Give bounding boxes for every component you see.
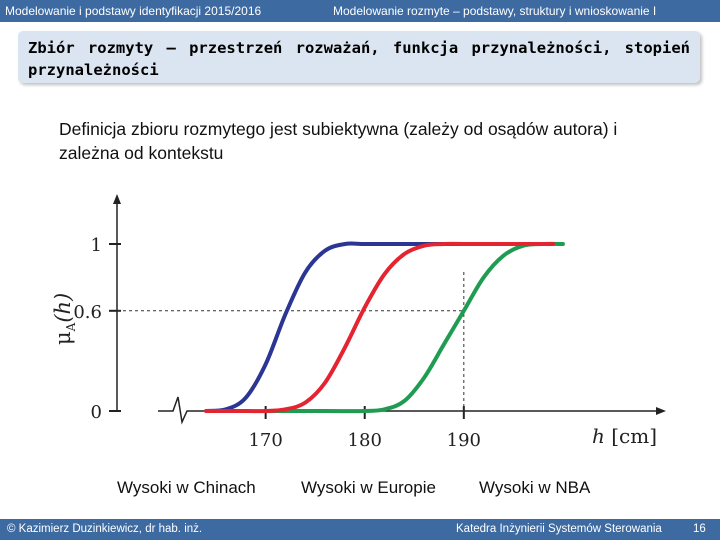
caption-china: Wysoki w Chinach [117, 478, 256, 497]
x-tick-label: 170 [248, 430, 282, 451]
slide-title-box: Zbiór rozmyty – przestrzeń rozważań, fun… [18, 31, 700, 83]
tick-labels: 1 0.6 0 170 180 190 [73, 235, 481, 451]
reference-lines [117, 272, 465, 411]
y-axis-subscript: A [64, 322, 78, 332]
x-tick-label: 180 [348, 430, 382, 451]
page-number: 16 [693, 523, 706, 535]
y-tick-label: 0 [91, 402, 102, 423]
y-axis-label: μA(h) [51, 293, 78, 345]
series-line-3 [263, 241, 565, 414]
footer-bar: © Kazimierz Duzinkiewicz, dr hab. inż. K… [0, 519, 720, 540]
caption-europe: Wysoki w Europie [301, 478, 436, 497]
membership-chart: 1 0.6 0 170 180 190 h [cm] μA(h) [51, 194, 666, 451]
y-axis-arrow [113, 194, 121, 204]
y-axis-symbol: μ [51, 331, 75, 345]
footer-author: © Kazimierz Duzinkiewicz, dr hab. inż. [7, 523, 203, 535]
x-axis-label: h [cm] [592, 424, 657, 448]
caption-nba: Wysoki w NBA [479, 478, 591, 497]
y-tick-label: 1 [91, 235, 102, 256]
x-axis-unit: [cm] [605, 424, 657, 448]
intro-text: Definicja zbioru rozmytego jest subiekty… [59, 119, 618, 163]
lecture-title: Modelowanie rozmyte – podstawy, struktur… [333, 4, 657, 18]
y-tick-label: 0.6 [73, 302, 102, 323]
slide-title: Zbiór rozmyty – przestrzeń rozważań, fun… [28, 39, 690, 79]
footer-department: Katedra Inżynierii Systemów Sterowania [456, 523, 662, 535]
y-axis-argument: (h) [51, 293, 75, 323]
chart-axes [109, 194, 666, 425]
header-bar: Modelowanie i podstawy identyfikacji 201… [0, 0, 720, 22]
course-title: Modelowanie i podstawy identyfikacji 201… [5, 4, 262, 18]
x-tick-label: 190 [447, 430, 481, 451]
membership-curves [204, 241, 565, 414]
x-axis-arrow [656, 407, 666, 415]
x-axis-variable: h [592, 424, 605, 448]
axis-labels: h [cm] μA(h) [51, 293, 657, 448]
series-line-2 [204, 241, 555, 414]
